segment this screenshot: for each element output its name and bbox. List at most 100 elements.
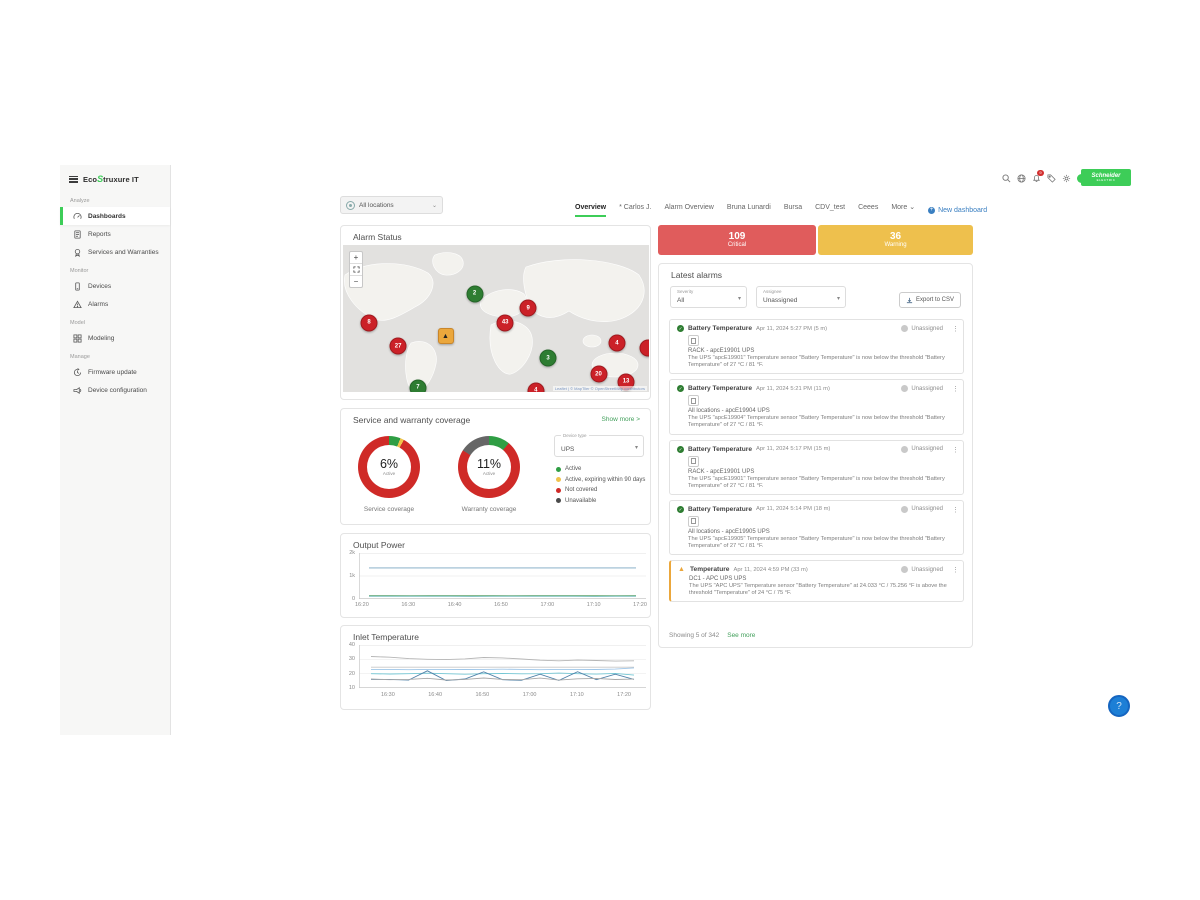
map-zoom-in-button[interactable]: + <box>350 252 362 264</box>
alarm-menu-kebab-icon[interactable]: ⋮ <box>952 567 959 574</box>
critical-alarms-banner[interactable]: 109 Critical <box>658 225 816 255</box>
sidebar-item-services-and-warranties[interactable]: Services and Warranties <box>60 243 170 261</box>
see-more-link[interactable]: See more <box>727 632 756 639</box>
search-icon[interactable] <box>1001 173 1012 184</box>
device-type-dropdown[interactable]: Device type UPS ▾ <box>554 433 644 457</box>
alarm-assignee[interactable]: Unassigned <box>901 505 943 513</box>
tab-bursa[interactable]: Bursa <box>783 203 803 211</box>
sidebar-item-dashboards[interactable]: Dashboards <box>60 207 170 225</box>
alarm-list-item[interactable]: ▲ Temperature Apr 11, 2024 4:59 PM (33 m) U… <box>669 560 964 603</box>
sidebar-item-firmware-update[interactable]: Firmware update <box>60 363 170 381</box>
tab-carlos-j[interactable]: * Carlos J. <box>619 203 652 211</box>
settings-gear-icon[interactable] <box>1061 173 1072 184</box>
service-coverage-donut: 6% Active <box>358 436 420 498</box>
tab-alarm-overview[interactable]: Alarm Overview <box>664 203 714 211</box>
legend-color-dot <box>556 477 561 482</box>
assignee-avatar-icon <box>901 566 909 573</box>
alarm-menu-kebab-icon[interactable]: ⋮ <box>952 386 959 394</box>
inlet-temperature-chart[interactable] <box>359 645 646 688</box>
alarm-menu-kebab-icon[interactable]: ⋮ <box>952 506 959 514</box>
sidebar-item-modeling[interactable]: Modeling <box>60 329 170 347</box>
coverage-legend: Active Active, expiring within 90 days Not… <box>556 466 645 508</box>
report-document-icon <box>73 229 82 239</box>
x-tick-label: 17:00 <box>540 602 555 608</box>
notification-badge: 9 <box>1037 169 1044 176</box>
map-marker-critical[interactable]: 20 <box>590 365 607 383</box>
x-tick-label: 16:50 <box>475 692 490 698</box>
plus-icon: + <box>928 206 936 214</box>
x-tick-label: 17:10 <box>569 692 584 698</box>
new-dashboard-button[interactable]: + New dashboard <box>928 206 988 214</box>
assignee-avatar-icon <box>901 325 909 332</box>
map-marker-critical[interactable]: 8 <box>360 314 378 332</box>
map-marker-warning[interactable]: ▲ <box>437 328 454 345</box>
x-tick-label: 16:40 <box>447 602 462 608</box>
warranty-coverage-donut: 11% Active <box>458 436 520 498</box>
chevron-down-icon: ⌄ <box>431 202 437 209</box>
sidebar-item-label: Devices <box>88 282 112 290</box>
tab-bruna-lunardi[interactable]: Bruna Lunardi <box>726 203 771 211</box>
export-to-csv-button[interactable]: Export to CSV <box>898 292 961 308</box>
chevron-down-icon: ▾ <box>737 296 741 302</box>
legend-label: Unavailable <box>565 497 597 504</box>
coverage-card: Service and warranty coverage Show more … <box>340 408 651 525</box>
map-marker-critical[interactable]: 27 <box>389 337 407 355</box>
alarm-menu-kebab-icon[interactable]: ⋮ <box>952 326 959 333</box>
map-marker-ok[interactable]: 7 <box>409 379 427 392</box>
sidebar-item-label: Services and Warranties <box>88 248 159 256</box>
schneider-electric-logo[interactable]: Schneider ELECTRIC <box>1081 169 1131 186</box>
map-marker-critical[interactable]: 43 <box>496 314 514 332</box>
alarm-status-title: Alarm Status <box>353 232 402 242</box>
map-marker-ok[interactable]: 3 <box>539 349 557 367</box>
sidebar-item-devices[interactable]: Devices <box>60 277 170 295</box>
output-power-chart[interactable] <box>359 553 646 599</box>
topbar-icons: 9 <box>1001 169 1087 186</box>
alarm-assignee[interactable]: Unassigned <box>901 385 943 393</box>
sidebar-item-device-configuration[interactable]: Device configuration <box>60 381 170 399</box>
world-map-land <box>344 252 645 392</box>
alarm-list-item[interactable]: ✓ Battery Temperature Apr 11, 2024 5:21 PM… <box>669 379 964 435</box>
alarm-title: Battery Temperature <box>688 445 753 453</box>
warranty-coverage-label: Warranty coverage <box>461 506 517 513</box>
tab-cdv-test[interactable]: CDV_test <box>815 203 846 211</box>
map-marker-critical[interactable]: 4 <box>527 382 545 392</box>
map-marker-critical[interactable]: 9 <box>519 299 537 317</box>
alarm-assignee[interactable]: Unassigned <box>901 445 943 453</box>
alarm-list-item[interactable]: ✓ Battery Temperature Apr 11, 2024 5:14 PM… <box>669 499 964 555</box>
alarm-assignee[interactable]: Unassigned <box>901 325 943 332</box>
legend-label: Active, expiring within 90 days <box>565 476 646 483</box>
x-tick-label: 16:30 <box>401 602 416 608</box>
ok-check-icon: ✓ <box>677 505 684 513</box>
firmware-update-icon <box>73 367 82 377</box>
sidebar-item-alarms[interactable]: Alarms <box>60 295 170 313</box>
warning-alarms-banner[interactable]: 36 Warning <box>818 225 973 255</box>
menu-icon[interactable] <box>69 175 78 183</box>
alarm-list-item[interactable]: ✓ Battery Temperature Apr 11, 2024 5:27 PM… <box>669 319 964 375</box>
show-more-link[interactable]: Show more > <box>601 416 640 423</box>
sidebar-item-label: Alarms <box>88 300 109 308</box>
sidebar-item-reports[interactable]: Reports <box>60 225 170 243</box>
y-tick-label: 2k <box>349 550 355 556</box>
globe-icon[interactable] <box>1016 173 1027 184</box>
map-marker-critical[interactable]: 4 <box>608 334 626 352</box>
alarm-assignee[interactable]: Unassigned <box>901 566 943 573</box>
alarm-menu-kebab-icon[interactable]: ⋮ <box>952 446 959 454</box>
map-marker-ok[interactable]: 2 <box>466 285 484 302</box>
help-fab-button[interactable]: ? <box>1108 695 1130 717</box>
location-filter-dropdown[interactable]: All locations ⌄ <box>340 196 443 214</box>
legend-item: Unavailable <box>556 498 645 504</box>
latest-alarms-title: Latest alarms <box>671 270 723 280</box>
map-zoom-out-button[interactable]: − <box>353 277 359 286</box>
severity-filter-dropdown[interactable]: Severity All ▾ <box>670 286 747 308</box>
alarm-list-item[interactable]: ✓ Battery Temperature Apr 11, 2024 5:17 PM… <box>669 439 964 495</box>
tag-icon[interactable] <box>1046 173 1057 184</box>
assignee-filter-dropdown[interactable]: Assignee Unassigned ▾ <box>756 286 846 308</box>
x-tick-label: 16:50 <box>494 602 508 608</box>
map-fit-extent-button[interactable] <box>350 264 362 276</box>
alarm-map[interactable]: + − 2 9 43 8 27 ▲ 3 4 20 13 7 4 Leaflet | © MapTile… <box>343 245 649 392</box>
tab-more[interactable]: More ⌄ <box>891 204 916 211</box>
notifications-bell-icon[interactable]: 9 <box>1031 169 1044 184</box>
tab-overview[interactable]: Overview <box>575 204 607 217</box>
map-attribution[interactable]: Leaflet | © MapTiler © OpenStreetMap con… <box>552 386 647 391</box>
tab-ceees[interactable]: Ceees <box>858 203 879 211</box>
